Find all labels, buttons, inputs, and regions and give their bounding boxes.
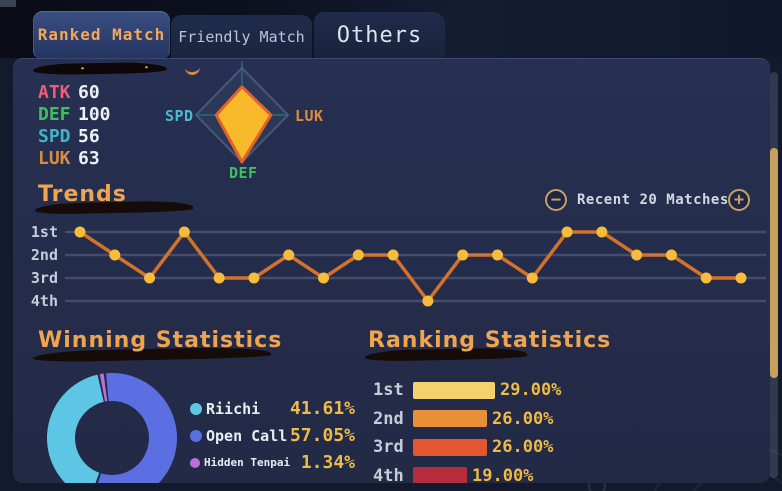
legend-item: Open Call 57.05% — [190, 422, 355, 449]
rank-value: 29.00% — [500, 380, 562, 401]
trend-ytick: 2nd — [30, 246, 58, 264]
radar-label-spd: SPD — [165, 107, 194, 125]
rank-label: 1st — [373, 380, 404, 401]
rank-value: 26.00% — [492, 437, 554, 458]
winning-donut-chart — [47, 373, 177, 483]
attribute-row: DEF 100 — [38, 103, 111, 125]
plus-icon: + — [733, 189, 745, 210]
rank-value: 19.00% — [472, 465, 534, 483]
trend-ytick: 3rd — [30, 269, 58, 287]
attribute-row: LUK 63 — [38, 147, 111, 169]
rank-bar — [413, 467, 467, 483]
ranking-row: 1st 29.00% — [373, 376, 703, 405]
stats-panel: ATK 60 DEF 100 SPD 56 LUK 63 SPD LUK DEF… — [13, 58, 770, 483]
minus-icon: − — [550, 189, 562, 210]
winning-legend: Riichi 41.61% Open Call 57.05% Hidden Te… — [190, 395, 355, 476]
legend-value: 1.34% — [300, 452, 355, 473]
rank-bar — [413, 410, 487, 428]
attribute-radar-chart — [195, 61, 289, 164]
tab-ranked-match[interactable]: Ranked Match — [33, 11, 170, 58]
attribute-value: 56 — [78, 125, 100, 147]
attribute-row: SPD 56 — [38, 125, 111, 147]
radar-label-luk: LUK — [295, 107, 324, 125]
rank-bar — [413, 438, 487, 456]
corner-decoration — [0, 0, 16, 7]
rank-label: 3rd — [373, 437, 404, 458]
legend-label: Hidden Tenpai — [204, 456, 291, 469]
increase-range-button[interactable]: + — [728, 189, 750, 211]
trend-ytick: 1st — [30, 223, 58, 241]
ranking-statistics-heading: Ranking Statistics — [368, 328, 612, 353]
rank-label: 2nd — [373, 408, 404, 429]
attribute-label: ATK — [38, 81, 71, 103]
scrollbar-track[interactable] — [770, 72, 778, 478]
scrollbar-thumb[interactable] — [770, 148, 778, 378]
attribute-value: 60 — [78, 81, 100, 103]
placement-trend-chart — [65, 226, 766, 307]
rank-value: 26.00% — [492, 408, 554, 429]
hidden-tenpai-dot-icon — [190, 457, 200, 468]
rank-label: 4th — [373, 465, 404, 483]
trend-axis-labels: 1st 2nd 3rd 4th — [13, 216, 59, 316]
attribute-list: ATK 60 DEF 100 SPD 56 LUK 63 — [38, 81, 111, 169]
attribute-label: LUK — [38, 147, 71, 169]
attribute-row: ATK 60 — [38, 81, 111, 103]
legend-value: 41.61% — [289, 398, 355, 419]
redacted-player-info — [32, 61, 168, 76]
legend-label: Riichi — [206, 399, 261, 418]
tab-label: Ranked Match — [37, 25, 166, 44]
redaction-fleck — [80, 67, 85, 70]
legend-label: Open Call — [206, 426, 288, 445]
radar-label-def: DEF — [229, 164, 258, 182]
attribute-value: 100 — [78, 103, 111, 125]
attribute-label: DEF — [38, 103, 71, 125]
tab-label: Friendly Match — [178, 27, 305, 46]
trends-heading: Trends — [38, 182, 127, 207]
attribute-value: 63 — [78, 147, 100, 169]
legend-item: Hidden Tenpai 1.34% — [190, 449, 355, 476]
ranking-row: 2nd 26.00% — [373, 405, 703, 434]
tab-label: Others — [336, 22, 423, 48]
open-call-dot-icon — [190, 429, 202, 442]
decrease-range-button[interactable]: − — [545, 189, 567, 211]
ranking-row: 3rd 26.00% — [373, 433, 703, 462]
rank-bar — [413, 381, 495, 399]
redaction-fleck — [144, 66, 149, 69]
riichi-dot-icon — [190, 402, 202, 415]
attribute-label: SPD — [38, 125, 71, 147]
trend-ytick: 4th — [30, 292, 58, 310]
ranking-bar-chart: 1st 29.00% 2nd 26.00% 3rd 26.00% 4th 19.… — [373, 376, 703, 483]
tab-friendly-match[interactable]: Friendly Match — [171, 15, 312, 58]
ranking-row: 4th 19.00% — [373, 462, 703, 483]
legend-value: 57.05% — [289, 425, 355, 446]
winning-statistics-heading: Winning Statistics — [38, 328, 283, 353]
tab-others[interactable]: Others — [314, 12, 445, 58]
legend-item: Riichi 41.61% — [190, 395, 355, 422]
range-label: Recent 20 Matches — [577, 192, 729, 208]
